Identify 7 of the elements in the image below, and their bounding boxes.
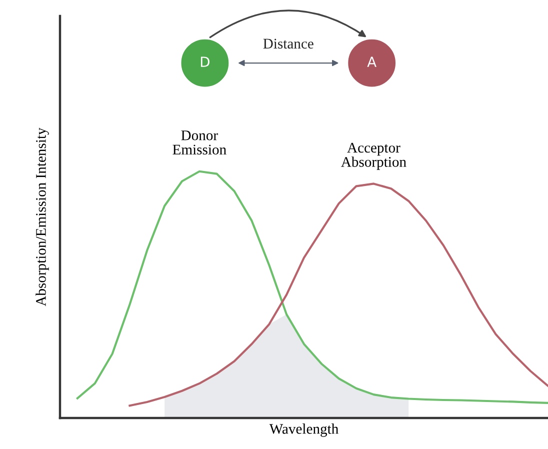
text: Distance	[263, 38, 314, 49]
text: D	[200, 56, 210, 67]
series-label: Acceptor Absorption	[341, 142, 406, 170]
series-label: Donor Emission	[172, 130, 226, 155]
y-axis-title: Absorption/Emission Intensity	[36, 128, 49, 306]
x-axis-title: Wavelength	[269, 424, 338, 437]
text: A	[367, 56, 376, 67]
